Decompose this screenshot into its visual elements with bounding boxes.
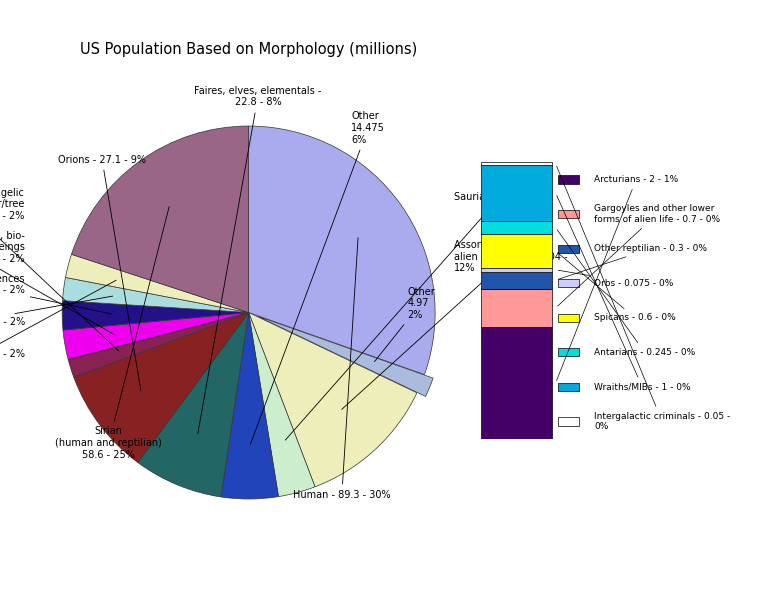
Text: Sirian
(human and reptilian)
58.6 - 25%: Sirian (human and reptilian) 58.6 - 25% bbox=[55, 207, 169, 460]
FancyBboxPatch shape bbox=[558, 279, 579, 287]
Wedge shape bbox=[221, 313, 278, 499]
Text: Other reptilian - 0.3 - 0%: Other reptilian - 0.3 - 0% bbox=[558, 244, 707, 279]
FancyBboxPatch shape bbox=[558, 348, 579, 356]
Text: Intergalactic criminals - 0.05 -
0%: Intergalactic criminals - 0.05 - 0% bbox=[556, 166, 730, 431]
Bar bbox=[482, 267, 552, 272]
Bar bbox=[482, 288, 552, 328]
Text: Other
14.475
6%: Other 14.475 6% bbox=[250, 112, 385, 444]
FancyBboxPatch shape bbox=[558, 175, 579, 184]
Wedge shape bbox=[68, 313, 249, 377]
FancyBboxPatch shape bbox=[558, 210, 579, 218]
Text: Annunaki - 6 - 2%: Annunaki - 6 - 2% bbox=[0, 280, 117, 359]
Text: Artificial Intelligences
7.376 - 2%: Artificial Intelligences 7.376 - 2% bbox=[0, 273, 112, 314]
Wedge shape bbox=[63, 313, 249, 359]
Title: US Population Based on Morphology (millions): US Population Based on Morphology (milli… bbox=[80, 42, 417, 57]
Wedge shape bbox=[249, 313, 315, 496]
FancyBboxPatch shape bbox=[558, 245, 579, 253]
Text: Pleiaideans - 5.87 - 2%: Pleiaideans - 5.87 - 2% bbox=[0, 296, 113, 327]
Text: Clones, Orion Robots, bio-
mechanical beings
7.5 - 2%: Clones, Orion Robots, bio- mechanical be… bbox=[0, 231, 114, 334]
Wedge shape bbox=[62, 278, 249, 313]
Text: Saurians - 9.5 - 3%: Saurians - 9.5 - 3% bbox=[285, 192, 546, 440]
Wedge shape bbox=[62, 300, 249, 330]
Bar bbox=[482, 272, 552, 288]
Wedge shape bbox=[71, 126, 249, 313]
Bar bbox=[482, 328, 552, 439]
Wedge shape bbox=[74, 313, 249, 463]
FancyBboxPatch shape bbox=[558, 383, 579, 391]
Text: Other
4.97
2%: Other 4.97 2% bbox=[375, 287, 435, 362]
Wedge shape bbox=[65, 254, 249, 313]
Text: Orions - 27.1 - 9%: Orions - 27.1 - 9% bbox=[58, 154, 146, 391]
Wedge shape bbox=[249, 126, 435, 374]
Text: Orbs - 0.075 - 0%: Orbs - 0.075 - 0% bbox=[559, 270, 674, 288]
FancyBboxPatch shape bbox=[558, 314, 579, 322]
Text: Faires, elves, elementals -
22.8 - 8%: Faires, elves, elementals - 22.8 - 8% bbox=[194, 86, 322, 434]
Bar bbox=[482, 165, 552, 221]
Bar bbox=[482, 221, 552, 234]
Text: Wraiths/MIBs - 1 - 0%: Wraiths/MIBs - 1 - 0% bbox=[556, 195, 691, 391]
Bar bbox=[482, 234, 552, 267]
Text: Angelic
Beings/sprites/water/tree
spirits - 4.685 - 2%: Angelic Beings/sprites/water/tree spirit… bbox=[0, 188, 119, 351]
Text: Spicans - 0.6 - 0%: Spicans - 0.6 - 0% bbox=[558, 253, 676, 322]
FancyBboxPatch shape bbox=[558, 417, 579, 426]
Wedge shape bbox=[249, 313, 417, 487]
Wedge shape bbox=[257, 316, 433, 397]
Text: Assorted other
alien species - 35.604 -
12%: Assorted other alien species - 35.604 - … bbox=[342, 240, 567, 409]
Text: Gargoyles and other lower
forms of alien life - 0.7 - 0%: Gargoyles and other lower forms of alien… bbox=[558, 204, 720, 306]
Text: Arcturians - 2 - 1%: Arcturians - 2 - 1% bbox=[556, 175, 678, 380]
Bar bbox=[482, 162, 552, 165]
Text: Antarians - 0.245 - 0%: Antarians - 0.245 - 0% bbox=[557, 230, 695, 357]
Text: Human - 89.3 - 30%: Human - 89.3 - 30% bbox=[293, 238, 391, 499]
Wedge shape bbox=[138, 313, 249, 497]
